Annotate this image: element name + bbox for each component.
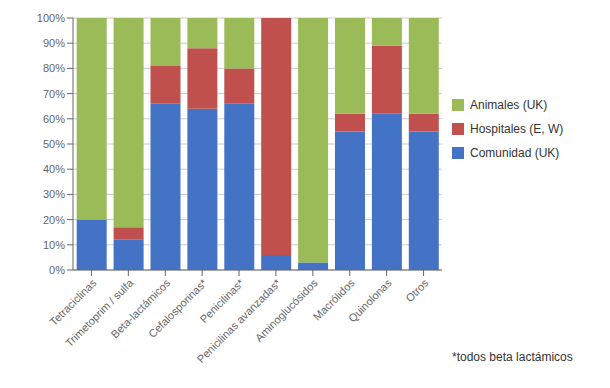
- svg-text:70%: 70%: [43, 88, 65, 100]
- svg-text:Tetraciclinas: Tetraciclinas: [47, 276, 99, 328]
- svg-text:80%: 80%: [43, 62, 65, 74]
- svg-text:Aminoglucósidos: Aminoglucósidos: [253, 276, 321, 344]
- svg-text:Otros: Otros: [403, 276, 431, 304]
- svg-text:50%: 50%: [43, 138, 65, 150]
- svg-text:100%: 100%: [37, 12, 65, 24]
- svg-text:40%: 40%: [43, 163, 65, 175]
- svg-text:10%: 10%: [43, 239, 65, 251]
- svg-text:0%: 0%: [49, 264, 65, 276]
- svg-text:Penicilinas*: Penicilinas*: [197, 276, 247, 326]
- svg-text:Penicilinas avanzadas*: Penicilinas avanzadas*: [194, 276, 283, 366]
- svg-text:Quinolonas: Quinolonas: [346, 276, 394, 324]
- html-text:Animales (UK): Animales (UK): [470, 98, 548, 112]
- svg-text:30%: 30%: [43, 188, 65, 200]
- svg-text:Cefalosporinas*: Cefalosporinas*: [146, 276, 210, 340]
- svg-text:Macrólidos: Macrólidos: [310, 276, 357, 323]
- html-text:*todos beta lactámicos: *todos beta lactámicos: [452, 350, 573, 364]
- svg-text:60%: 60%: [43, 113, 65, 125]
- html-text:Comunidad (UK): Comunidad (UK): [470, 146, 560, 160]
- svg-text:90%: 90%: [43, 37, 65, 49]
- svg-text:Beta-lactámicos: Beta-lactámicos: [108, 276, 173, 341]
- svg-text:Trimetoprim / sulfa: Trimetoprim / sulfa: [63, 276, 136, 349]
- html-text:Hospitales (E, W): Hospitales (E, W): [470, 122, 564, 136]
- svg-text:20%: 20%: [43, 214, 65, 226]
